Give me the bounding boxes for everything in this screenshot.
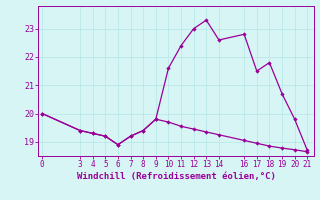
X-axis label: Windchill (Refroidissement éolien,°C): Windchill (Refroidissement éolien,°C)	[76, 172, 276, 181]
